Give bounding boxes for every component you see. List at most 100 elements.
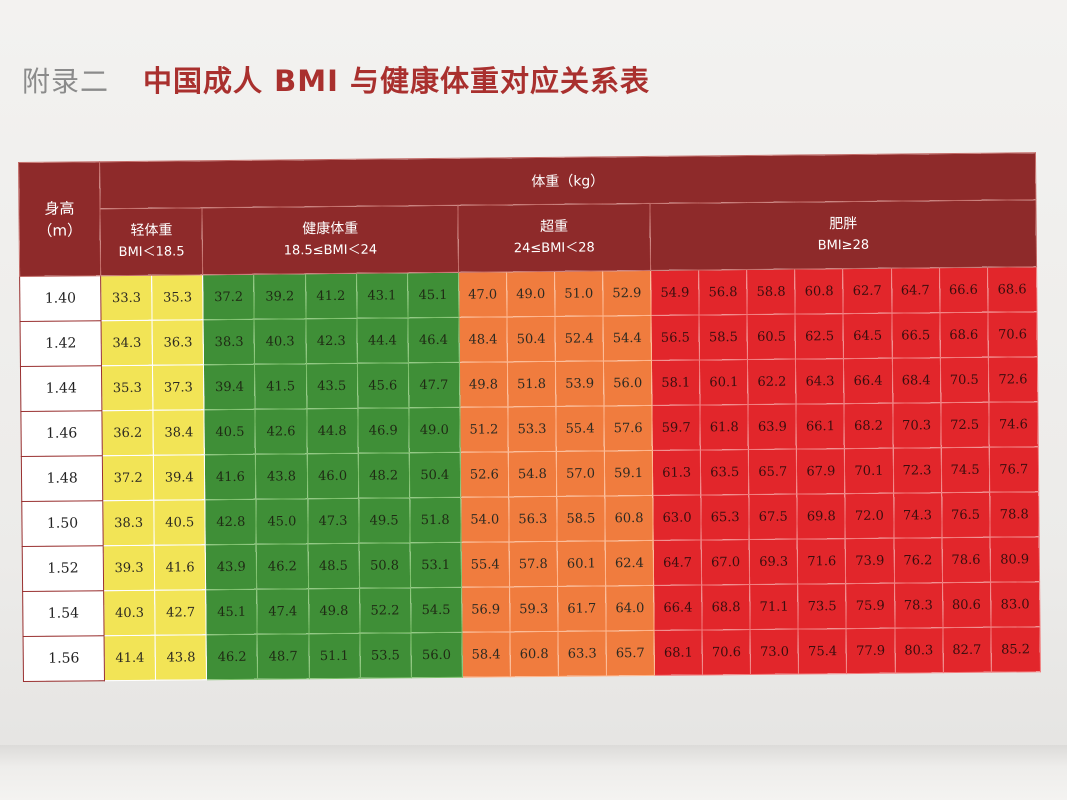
overweight-weight-cell: 60.8 [604,495,654,541]
obese-weight-cell: 69.3 [749,539,798,585]
obese-weight-cell: 63.9 [748,404,797,450]
category-range: 18.5≤BMI＜24 [283,242,378,259]
healthy-weight-cell: 41.6 [204,454,257,500]
overweight-weight-cell: 55.4 [460,541,510,588]
healthy-weight-cell: 44.4 [356,317,409,364]
obese-weight-cell: 58.1 [651,359,701,406]
healthy-weight-cell: 49.5 [358,497,410,544]
underweight-weight-cell: 41.6 [154,544,206,591]
height-column-header: 身高 （m） [18,161,101,277]
obese-weight-cell: 80.3 [894,627,944,674]
obese-weight-cell: 78.8 [989,491,1040,538]
obese-weight-cell: 66.5 [891,312,940,359]
bmi-table-wrapper: 身高 （m） 体重（kg） 轻体重 BMI＜18.5 健康体重 18.5≤BMI… [18,152,1041,682]
healthy-weight-cell: 46.0 [306,453,359,499]
obese-weight-cell: 71.6 [797,538,847,585]
obese-weight-cell: 73.5 [797,583,847,630]
obese-weight-cell: 67.0 [701,539,750,585]
overweight-weight-cell: 49.8 [459,361,508,408]
underweight-weight-cell: 39.3 [103,545,155,591]
obese-weight-cell: 63.5 [700,449,749,495]
healthy-weight-cell: 46.4 [407,317,460,363]
healthy-weight-cell: 47.4 [257,588,309,635]
underweight-weight-cell: 37.3 [152,364,205,411]
bmi-weight-table: 身高 （m） 体重（kg） 轻体重 BMI＜18.5 健康体重 18.5≤BMI… [18,152,1041,682]
obese-weight-cell: 60.8 [794,268,844,315]
underweight-weight-cell: 43.8 [155,634,207,681]
overweight-weight-cell: 52.6 [460,451,509,498]
underweight-weight-cell: 39.4 [153,454,206,501]
underweight-weight-cell: 38.3 [102,500,155,546]
obese-weight-cell: 59.7 [651,404,701,451]
overweight-weight-cell: 56.3 [508,496,558,542]
height-cell: 1.56 [23,635,105,682]
obese-weight-cell: 77.9 [846,628,895,674]
overweight-weight-cell: 64.0 [605,585,655,631]
obese-weight-cell: 60.1 [699,359,749,405]
page-shadow [0,745,1067,800]
obese-weight-cell: 58.8 [746,269,796,315]
obese-weight-cell: 65.3 [700,494,750,540]
height-cell: 1.44 [20,365,103,412]
obese-weight-cell: 78.3 [894,582,943,629]
underweight-weight-cell: 33.3 [100,275,153,321]
healthy-weight-cell: 46.2 [256,543,309,590]
obese-weight-cell: 68.6 [987,266,1037,313]
obese-weight-cell: 75.4 [798,628,847,675]
obese-weight-cell: 85.2 [990,626,1041,673]
height-header-unit: （m） [37,220,83,240]
obese-weight-cell: 66.4 [653,584,703,631]
obese-weight-cell: 66.6 [939,267,988,313]
overweight-weight-cell: 54.0 [460,496,510,543]
obese-weight-cell: 80.9 [989,536,1040,583]
underweight-weight-cell: 40.3 [103,590,156,636]
obese-weight-cell: 80.6 [942,582,991,628]
category-overweight-header: 超重 24≤BMI＜28 [457,203,651,273]
obese-weight-cell: 73.9 [845,538,895,584]
obese-weight-cell: 74.6 [988,401,1039,448]
overweight-weight-cell: 54.8 [508,451,557,497]
category-range: BMI＜18.5 [118,244,185,261]
obese-weight-cell: 66.4 [843,358,893,404]
obese-weight-cell: 54.9 [650,269,700,316]
healthy-weight-cell: 44.8 [306,408,358,454]
obese-weight-cell: 71.1 [749,584,799,630]
healthy-weight-cell: 39.2 [254,273,306,320]
healthy-weight-cell: 45.0 [256,498,308,545]
appendix-label: 附录二 [22,65,110,98]
height-cell: 1.42 [20,320,102,367]
healthy-weight-cell: 46.2 [206,634,258,680]
healthy-weight-cell: 40.5 [204,409,256,455]
overweight-weight-cell: 57.8 [509,541,558,587]
obese-weight-cell: 72.0 [845,493,894,539]
obese-weight-cell: 67.5 [748,494,798,540]
obese-weight-cell: 56.5 [651,314,700,361]
obese-weight-cell: 68.2 [844,403,893,449]
obese-weight-cell: 56.8 [698,269,748,315]
overweight-weight-cell: 51.0 [554,270,604,317]
obese-weight-cell: 68.1 [654,629,703,676]
overweight-weight-cell: 51.8 [507,361,556,407]
obese-weight-cell: 63.0 [652,494,702,541]
healthy-weight-cell: 40.3 [254,318,306,365]
healthy-weight-cell: 50.4 [409,452,461,498]
obese-weight-cell: 68.8 [701,584,751,630]
obese-weight-cell: 78.6 [941,537,991,583]
overweight-weight-cell: 55.4 [555,405,605,452]
obese-weight-cell: 70.1 [844,448,894,494]
overweight-weight-cell: 63.3 [557,630,607,677]
obese-weight-cell: 62.2 [747,359,797,405]
healthy-weight-cell: 51.8 [409,497,461,543]
overweight-weight-cell: 58.4 [461,631,511,678]
height-cell: 1.48 [21,455,103,502]
overweight-weight-cell: 52.9 [602,270,652,316]
overweight-weight-cell: 49.0 [506,271,555,317]
category-range: 24≤BMI＜28 [513,240,595,257]
obese-weight-cell: 75.9 [846,583,895,629]
healthy-weight-cell: 51.1 [308,633,361,679]
overweight-weight-cell: 57.0 [556,450,605,497]
height-cell: 1.46 [20,410,103,457]
obese-weight-cell: 67.9 [796,448,846,495]
category-underweight-header: 轻体重 BMI＜18.5 [100,207,203,276]
obese-weight-cell: 72.3 [892,447,942,494]
